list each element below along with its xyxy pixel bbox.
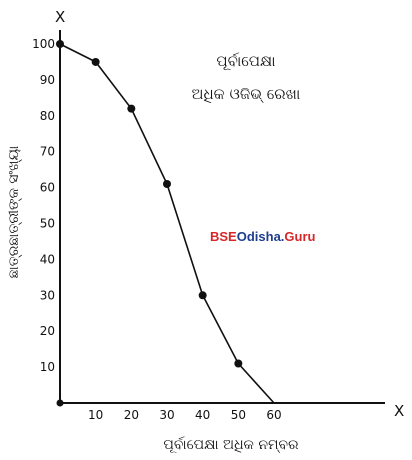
watermark-part-3: Guru [284, 229, 315, 244]
data-point [234, 359, 243, 368]
y-axis-letter: X [55, 8, 65, 26]
watermark-part-2: Odisha. [237, 229, 285, 244]
x-axis-letter: X [394, 402, 404, 420]
y-tick-label: 20 [40, 324, 55, 338]
origin-point [56, 399, 64, 407]
data-point [91, 57, 100, 66]
y-tick-label: 30 [40, 288, 55, 302]
watermark: BSEOdisha.Guru [210, 229, 316, 244]
x-tick-label: 20 [124, 408, 139, 422]
x-tick-label: 50 [231, 408, 246, 422]
y-tick-label: 40 [40, 252, 55, 266]
data-point [163, 180, 171, 189]
x-tick-label: 10 [88, 408, 103, 422]
watermark-part-1: BSE [210, 229, 237, 244]
x-tick-label: 60 [266, 408, 281, 422]
y-tick-label: 50 [40, 217, 55, 231]
data-point [127, 104, 136, 113]
x-tick-label: 40 [195, 408, 210, 422]
chart-title-line-2: ଅଧିକ ଓଜିଭ୍ ରେଖା [192, 85, 301, 103]
data-point [198, 291, 207, 300]
y-tick-label: 60 [40, 181, 55, 195]
x-axis-label: ପୂର୍ବାପେକ୍ଷା ଅଧିକ ନମ୍ବର [163, 436, 299, 454]
y-tick-label: 70 [40, 145, 55, 159]
y-tick-label: 90 [40, 73, 55, 87]
chart-title-line-1: ପୂର୍ବାପେକ୍ଷା [216, 52, 275, 71]
x-tick-label: 30 [159, 408, 174, 422]
y-tick-label: 80 [40, 109, 55, 123]
y-tick-label: 10 [40, 360, 55, 374]
data-point [56, 40, 64, 48]
y-axis-label: ଛାତ୍ରଛାତ୍ରୀଙ୍କ ସଂଖ୍ୟା [6, 146, 22, 279]
y-tick-label: 100 [32, 37, 55, 51]
